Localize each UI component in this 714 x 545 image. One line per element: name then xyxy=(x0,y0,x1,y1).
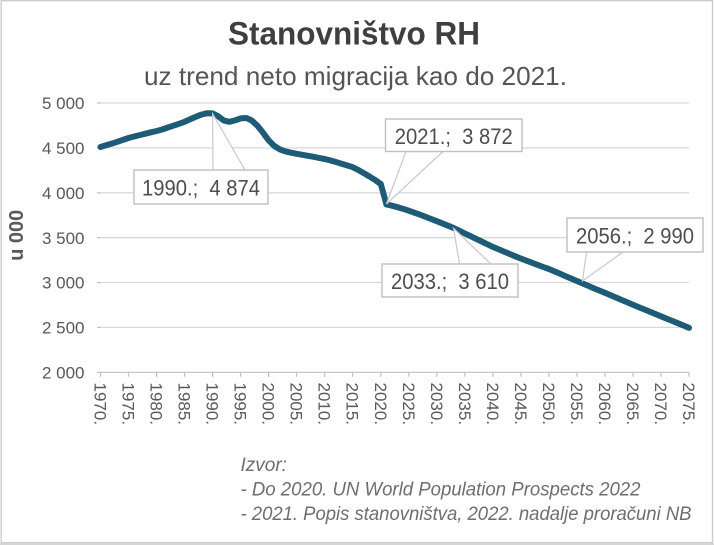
svg-text:Izvor:: Izvor: xyxy=(241,455,287,476)
svg-text:2055.: 2055. xyxy=(567,383,586,426)
svg-text:uz trend neto migracija kao do: uz trend neto migracija kao do 2021. xyxy=(144,61,567,91)
svg-text:4 500: 4 500 xyxy=(42,139,85,158)
svg-text:2 000: 2 000 xyxy=(42,363,85,382)
svg-text:2060.: 2060. xyxy=(595,383,614,426)
svg-text:2000.: 2000. xyxy=(259,383,278,426)
svg-text:1990.: 1990. xyxy=(203,383,222,426)
svg-text:2020.: 2020. xyxy=(371,383,390,426)
svg-text:2045.: 2045. xyxy=(511,383,530,426)
svg-text:2035.: 2035. xyxy=(455,383,474,426)
svg-text:2065.: 2065. xyxy=(623,383,642,426)
svg-text:5 000: 5 000 xyxy=(42,94,85,113)
svg-text:2015.: 2015. xyxy=(343,383,362,426)
svg-text:2040.: 2040. xyxy=(483,383,502,426)
svg-text:1980.: 1980. xyxy=(147,383,166,426)
svg-text:1990.; 4 874: 1990.; 4 874 xyxy=(142,176,260,201)
svg-text:2010.: 2010. xyxy=(315,383,334,426)
svg-text:3 500: 3 500 xyxy=(42,229,85,248)
svg-text:- Do 2020. UN World Population: - Do 2020. UN World Population Prospects… xyxy=(241,479,641,500)
svg-text:2056.; 2 990: 2056.; 2 990 xyxy=(576,224,694,249)
svg-text:2005.: 2005. xyxy=(287,383,306,426)
svg-text:2021.; 3 872: 2021.; 3 872 xyxy=(395,124,513,149)
svg-text:Stanovništvo RH: Stanovništvo RH xyxy=(228,16,480,52)
svg-text:2075.: 2075. xyxy=(679,383,698,426)
svg-text:u 000: u 000 xyxy=(6,210,28,261)
svg-text:1975.: 1975. xyxy=(119,383,138,426)
svg-text:2025.: 2025. xyxy=(399,383,418,426)
svg-text:2 500: 2 500 xyxy=(42,319,85,338)
svg-text:2070.: 2070. xyxy=(651,383,670,426)
svg-text:1970.: 1970. xyxy=(91,383,110,426)
svg-text:3 000: 3 000 xyxy=(42,274,85,293)
svg-text:- 2021. Popis stanovništva, 20: - 2021. Popis stanovništva, 2022. nadalj… xyxy=(241,504,692,525)
svg-text:1995.: 1995. xyxy=(231,383,250,426)
svg-text:2030.: 2030. xyxy=(427,383,446,426)
svg-text:2033.; 3 610: 2033.; 3 610 xyxy=(391,269,509,294)
svg-text:1985.: 1985. xyxy=(175,383,194,426)
svg-text:2050.: 2050. xyxy=(539,383,558,426)
svg-text:4 000: 4 000 xyxy=(42,184,85,203)
